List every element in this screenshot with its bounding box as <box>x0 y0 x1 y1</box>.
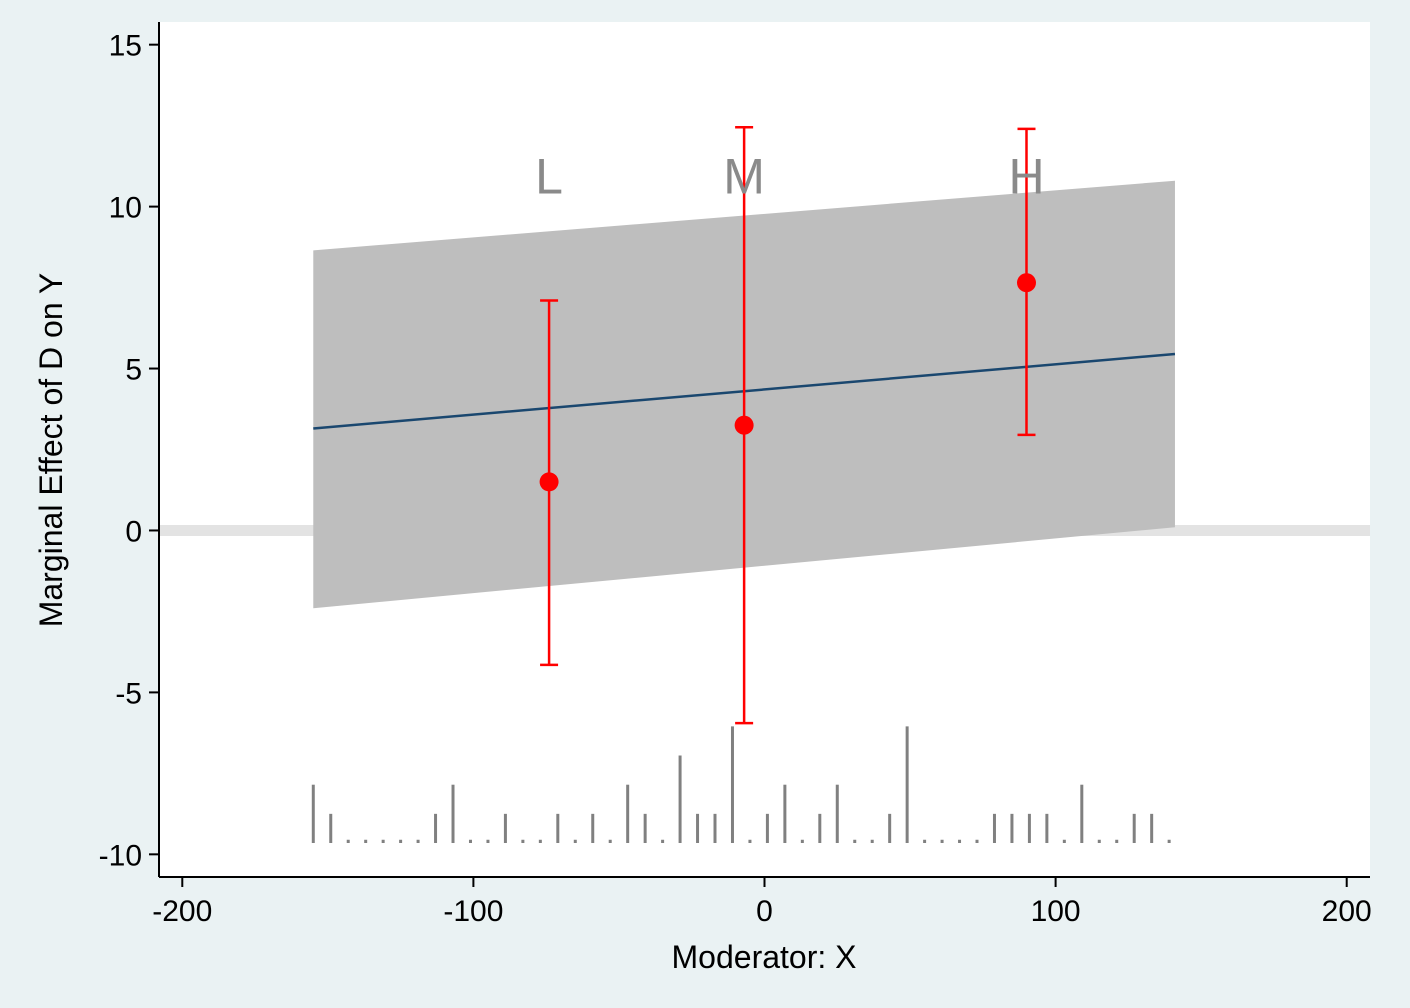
bin-label: M <box>723 149 765 205</box>
x-tick-label: 0 <box>756 895 773 928</box>
x-axis-title: Moderator: X <box>672 939 857 975</box>
bin-point <box>1016 273 1036 293</box>
bin-point <box>734 415 754 435</box>
y-tick-label: -5 <box>115 677 142 710</box>
bin-label: L <box>535 149 563 205</box>
x-tick-label: 200 <box>1322 895 1372 928</box>
x-tick-label: -100 <box>443 895 503 928</box>
ticks-layer: -200 -100 0 100 200 -10 -5 0 5 10 15 <box>99 30 1372 928</box>
x-tick-label: -200 <box>152 895 212 928</box>
x-tick-label: 100 <box>1031 895 1081 928</box>
y-tick-label: 0 <box>125 515 142 548</box>
bin-label: H <box>1008 149 1044 205</box>
y-tick-label: -10 <box>99 839 142 872</box>
bin-estimates-layer <box>539 126 1036 725</box>
y-axis-title: Marginal Effect of D on Y <box>33 273 69 628</box>
histogram-layer <box>311 726 1171 843</box>
y-tick-label: 5 <box>125 354 142 387</box>
y-tick-label: 15 <box>109 30 142 63</box>
bin-point <box>539 472 559 492</box>
y-tick-label: 10 <box>109 192 142 225</box>
